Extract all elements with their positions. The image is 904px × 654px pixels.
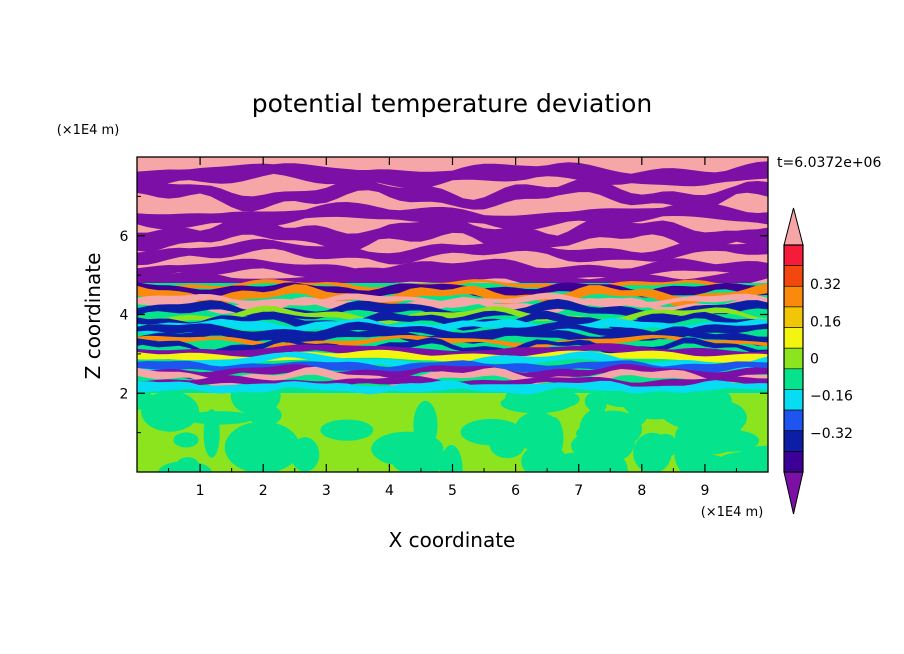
field-band — [137, 383, 768, 392]
field-cell — [184, 411, 255, 425]
colorbar-swatch — [783, 347, 804, 370]
field-cell — [584, 392, 603, 410]
field-cell — [570, 431, 631, 461]
field-cell — [440, 445, 463, 472]
chart-title: potential temperature deviation — [252, 89, 652, 118]
field-cell — [413, 400, 438, 450]
x-tick-label: 9 — [700, 483, 709, 499]
x-axis-label: X coordinate — [389, 528, 516, 552]
colorbar-frame — [783, 244, 804, 473]
colorbar-swatch — [783, 265, 804, 287]
field-band — [137, 351, 768, 373]
field-cell — [320, 419, 374, 441]
colorbar-swatch — [783, 451, 804, 473]
field-cell — [177, 457, 199, 470]
field-band — [137, 177, 768, 212]
y-axis: 2 4 6 — [120, 195, 768, 434]
colorbar-label: −0.32 — [810, 426, 853, 442]
field-cell — [711, 451, 768, 472]
y-tick-label: 2 — [120, 386, 129, 402]
x-tick-label: 3 — [322, 483, 331, 499]
x-tick-label: 5 — [448, 483, 457, 499]
field-cell — [173, 432, 199, 448]
colorbar-swatch — [783, 430, 804, 452]
field-cell — [141, 391, 200, 432]
colorbar-swatch — [783, 244, 804, 266]
x-axis: 1 2 3 4 5 6 7 8 9 — [168, 157, 737, 499]
y-tick-label: 6 — [120, 229, 129, 245]
x-tick-label: 1 — [196, 483, 205, 499]
colorbar-swatch — [783, 285, 804, 308]
y-axis-label: Z coordinate — [81, 253, 105, 380]
colorbar-label: 0.32 — [810, 277, 841, 293]
field-cell — [542, 416, 564, 460]
colorbar-label: −0.16 — [810, 389, 853, 405]
field-band — [137, 343, 768, 361]
colorbar-swatch — [783, 389, 804, 411]
colorbar-label: 0 — [810, 352, 819, 368]
colorbar-swatch — [783, 409, 804, 432]
field-band — [137, 296, 768, 314]
field-band — [137, 215, 768, 253]
field-band — [137, 364, 768, 381]
field-cell — [224, 421, 300, 472]
field-band — [137, 161, 768, 189]
field-band — [137, 366, 768, 388]
colorbar-extend-max — [783, 207, 804, 246]
field-band — [137, 238, 768, 266]
colorbar-swatch — [783, 368, 804, 390]
x-tick-label: 4 — [385, 483, 394, 499]
colorbar-swatch — [783, 306, 804, 328]
field-band — [137, 283, 768, 307]
field-cell — [248, 404, 282, 426]
plot-area — [137, 157, 768, 472]
colorbar-swatch — [783, 327, 804, 349]
time-label: t=6.0372e+06 — [777, 155, 881, 171]
field-cell — [390, 442, 447, 472]
x-unit-label: (×1E4 m) — [701, 505, 764, 520]
field-cell — [460, 418, 523, 446]
field-cell — [700, 429, 760, 452]
field-band — [137, 292, 768, 308]
field-cell — [593, 453, 628, 472]
y-tick-label: 4 — [120, 308, 129, 324]
field-cell — [678, 409, 716, 447]
field-band — [137, 380, 768, 395]
colorbar-label: 0.16 — [810, 314, 841, 330]
x-tick-label: 2 — [259, 483, 268, 499]
y-unit-label: (×1E4 m) — [57, 123, 120, 138]
x-tick-label: 7 — [574, 483, 583, 499]
x-tick-label: 6 — [511, 483, 520, 499]
field-cell — [652, 433, 678, 458]
colorbar-extend-min — [783, 471, 804, 515]
field-band — [137, 298, 768, 322]
colorbar: 0.32 0.16 0 −0.16 −0.32 — [783, 207, 853, 515]
x-tick-label: 8 — [637, 483, 646, 499]
